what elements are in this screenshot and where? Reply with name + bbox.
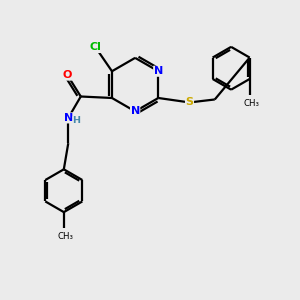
Text: N: N [64,113,73,123]
Text: CH₃: CH₃ [58,232,74,241]
Text: N: N [154,66,163,76]
Text: O: O [63,70,72,80]
Text: H: H [73,116,81,125]
Text: CH₃: CH₃ [243,99,260,108]
Text: N: N [130,106,140,116]
Text: Cl: Cl [90,43,102,52]
Text: S: S [185,98,194,107]
